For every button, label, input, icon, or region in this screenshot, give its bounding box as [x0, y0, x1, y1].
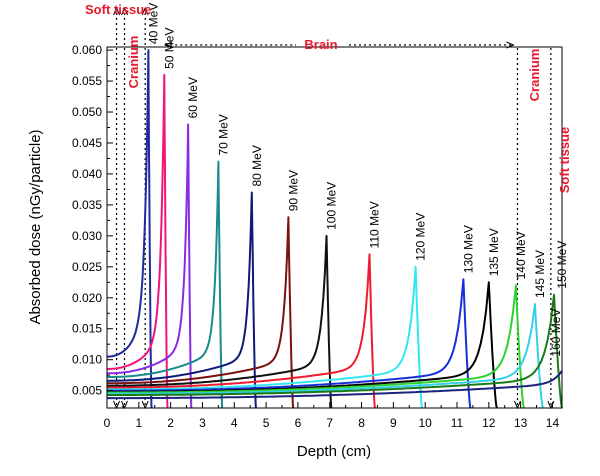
x-tick-label: 13: [514, 416, 528, 430]
x-tick-label: 12: [482, 416, 496, 430]
x-tick-label: 0: [104, 416, 111, 430]
cranium-left-label: Cranium: [126, 36, 141, 89]
curve-70-mev: [106, 160, 224, 409]
soft-tissue-left-label: Soft tissue: [85, 2, 151, 17]
brain-label: Brain: [304, 37, 337, 52]
y-tick-label: 0.055: [72, 74, 102, 88]
x-tick-label: 3: [199, 416, 206, 430]
y-tick-label: 0.030: [72, 229, 102, 243]
x-tick-label: 9: [390, 416, 397, 430]
soft-tissue-right-label: Soft tissue: [557, 127, 572, 193]
y-tick-label: 0.010: [72, 353, 102, 367]
curve-120-mev: [107, 265, 423, 409]
x-tick-label: 1: [135, 416, 142, 430]
x-tick-label: 10: [419, 416, 433, 430]
y-tick-label: 0.015: [72, 322, 102, 336]
x-tick-label: 5: [263, 416, 270, 430]
boundary-arrow-up: [141, 6, 149, 16]
curve-label-90-mev: 90 MeV: [286, 170, 300, 211]
curve-140-mev: [107, 284, 525, 409]
y-tick-label: 0.045: [72, 136, 102, 150]
y-axis-label: Absorbed dose (nGy/particle): [27, 129, 44, 324]
curve-150-mev: [107, 293, 563, 409]
curve-label-40-mev: 40 MeV: [146, 3, 160, 44]
curve-90-mev: [107, 216, 295, 409]
curve-layer: [106, 49, 563, 409]
curve-160-mev: [107, 370, 563, 400]
curve-label-135-mev: 135 MeV: [487, 228, 501, 276]
curve-80-mev: [107, 191, 257, 409]
x-tick-label: 6: [295, 416, 302, 430]
y-tick-label: 0.020: [72, 291, 102, 305]
x-tick-label: 7: [326, 416, 333, 430]
curve-label-140-mev: 140 MeV: [514, 231, 528, 279]
y-tick-label: 0.035: [72, 198, 102, 212]
curve-label-145-mev: 145 MeV: [533, 250, 547, 298]
y-tick-label: 0.040: [72, 167, 102, 181]
curve-label-150-mev: 150 MeV: [555, 241, 569, 289]
curve-100-mev: [107, 234, 333, 409]
x-axis-label: Depth (cm): [297, 443, 371, 460]
curve-label-70-mev: 70 MeV: [216, 114, 230, 155]
curve-label-50-mev: 50 MeV: [162, 28, 176, 69]
curve-label-110-mev: 110 MeV: [368, 201, 382, 248]
curve-label-160-mev: 160 MeV: [549, 309, 563, 357]
x-tick-label: 4: [231, 416, 238, 430]
y-tick-label: 0.025: [72, 260, 102, 274]
curve-50-mev: [106, 73, 169, 409]
curve-145-mev: [107, 303, 544, 409]
y-tick-label: 0.060: [72, 43, 102, 57]
y-tick-label: 0.050: [72, 105, 102, 119]
plot-frame: [106, 46, 563, 409]
curve-label-80-mev: 80 MeV: [250, 145, 264, 186]
curve-60-mev: [106, 123, 193, 409]
annotation-layer: [113, 6, 555, 410]
boundary-arrow-up: [113, 6, 121, 16]
cranium-right-label: Cranium: [527, 49, 542, 102]
x-tick-label: 2: [167, 416, 174, 430]
y-tick-label: 0.005: [72, 384, 102, 398]
x-tick-label: 11: [451, 416, 464, 430]
tick-layer: 0 1 2 3 4 5 6 7 8 9 10 11 12 13 140.0050.0100.0150.020…: [72, 43, 559, 430]
curve-label-130-mev: 130 MeV: [461, 225, 475, 273]
curve-40-mev: [106, 49, 153, 409]
x-tick-label: 8: [358, 416, 365, 430]
curve-label-60-mev: 60 MeV: [186, 77, 200, 118]
curve-label-100-mev: 100 MeV: [325, 182, 339, 230]
x-tick-label: 14: [546, 416, 560, 430]
curve-110-mev: [107, 253, 376, 409]
boundary-arrow-up: [121, 6, 128, 16]
curve-130-mev: [107, 278, 472, 409]
curve-label-120-mev: 120 MeV: [414, 213, 428, 261]
